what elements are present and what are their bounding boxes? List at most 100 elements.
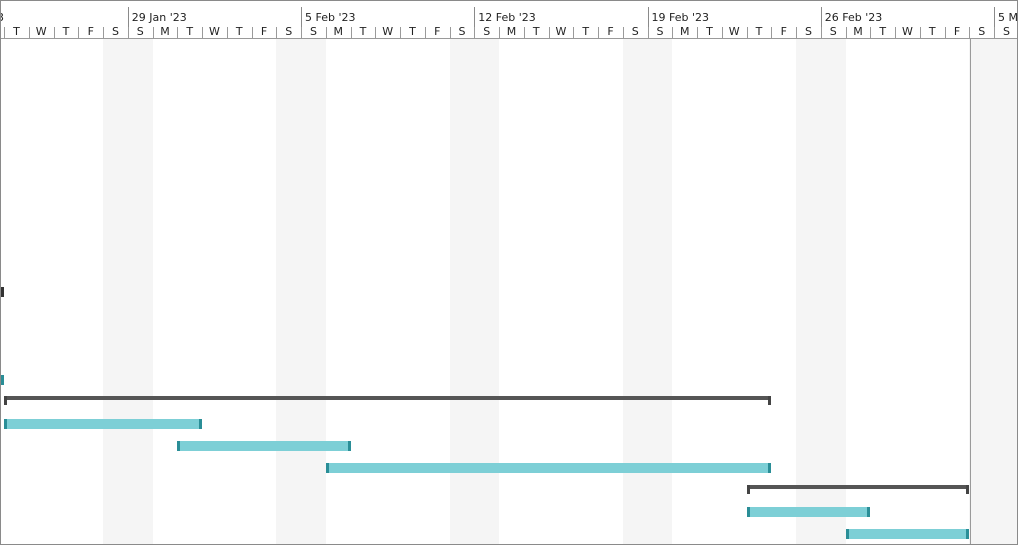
day-label: S bbox=[805, 25, 812, 38]
offscreen-task-marker bbox=[1, 287, 4, 297]
day-divider bbox=[276, 27, 278, 38]
week-label: 3 bbox=[1, 11, 4, 24]
task-bar[interactable] bbox=[845, 529, 970, 539]
day-label: T bbox=[582, 25, 590, 38]
day-divider bbox=[895, 27, 896, 38]
weekend-column bbox=[622, 39, 648, 544]
day-label: F bbox=[607, 25, 614, 38]
day-divider bbox=[28, 27, 30, 38]
day-label: M bbox=[506, 25, 517, 38]
day-label: F bbox=[434, 25, 441, 38]
day-label: T bbox=[928, 25, 936, 38]
weekend-column bbox=[820, 39, 846, 544]
task-bar[interactable] bbox=[746, 507, 871, 517]
day-divider bbox=[103, 27, 104, 38]
week-divider bbox=[127, 7, 129, 38]
day-label: M bbox=[853, 25, 863, 38]
day-divider bbox=[424, 27, 426, 38]
day-label: T bbox=[62, 25, 70, 38]
day-divider bbox=[375, 27, 377, 38]
day-divider bbox=[796, 27, 797, 38]
day-divider bbox=[697, 27, 698, 38]
timescale-bottom-border bbox=[1, 38, 1017, 39]
day-label: S bbox=[310, 25, 317, 38]
day-divider bbox=[944, 27, 946, 38]
day-divider bbox=[523, 27, 525, 38]
day-divider bbox=[746, 27, 748, 38]
week-label: 12 Feb '23 bbox=[478, 11, 536, 24]
day-label: S bbox=[829, 25, 837, 38]
day-divider bbox=[78, 27, 80, 38]
weekend-column bbox=[474, 39, 499, 544]
week-label: 29 Jan '23 bbox=[131, 11, 187, 24]
day-divider bbox=[672, 27, 674, 38]
day-label: T bbox=[879, 25, 887, 38]
weekend-column bbox=[127, 39, 153, 544]
day-label: S bbox=[136, 25, 144, 38]
weekend-column bbox=[103, 39, 128, 544]
day-label: T bbox=[409, 25, 416, 38]
task-bar[interactable] bbox=[177, 441, 351, 451]
weekend-column bbox=[994, 39, 1017, 544]
day-divider bbox=[870, 27, 872, 38]
day-label: W bbox=[209, 25, 220, 38]
task-bar[interactable] bbox=[4, 419, 202, 429]
day-label: S bbox=[1003, 25, 1010, 38]
day-divider bbox=[969, 27, 971, 38]
day-label: W bbox=[35, 25, 47, 38]
weekend-column bbox=[449, 39, 475, 544]
day-label: F bbox=[780, 25, 787, 38]
day-label: W bbox=[382, 25, 394, 38]
day-divider bbox=[202, 27, 203, 38]
day-label: M bbox=[160, 25, 170, 38]
day-label: T bbox=[755, 25, 763, 38]
status-date-line bbox=[970, 39, 971, 544]
day-divider bbox=[994, 27, 995, 38]
summary-bar-end-cap bbox=[768, 396, 772, 405]
summary-task-bar[interactable] bbox=[746, 485, 970, 494]
day-divider bbox=[598, 27, 599, 38]
summary-bar-end-cap bbox=[966, 485, 970, 494]
day-divider bbox=[325, 27, 327, 38]
day-divider bbox=[573, 27, 575, 38]
day-label: M bbox=[333, 25, 344, 38]
day-divider bbox=[152, 27, 154, 38]
weekend-column bbox=[301, 39, 326, 544]
day-divider bbox=[400, 27, 401, 38]
day-label: F bbox=[87, 25, 94, 38]
day-divider bbox=[548, 27, 550, 38]
day-divider bbox=[177, 27, 179, 38]
day-label: S bbox=[631, 25, 639, 38]
week-label: 5 Feb '23 bbox=[305, 11, 356, 24]
summary-task-bar[interactable] bbox=[4, 396, 772, 405]
day-label: T bbox=[13, 25, 20, 38]
task-bar[interactable] bbox=[325, 463, 772, 473]
day-divider bbox=[845, 27, 847, 38]
day-divider bbox=[127, 27, 129, 38]
day-label: S bbox=[483, 25, 491, 38]
day-divider bbox=[820, 27, 822, 38]
day-divider bbox=[350, 27, 352, 38]
day-label: S bbox=[112, 25, 119, 38]
week-label: 5 M bbox=[998, 11, 1018, 24]
day-label: T bbox=[235, 25, 243, 38]
day-label: F bbox=[260, 25, 268, 38]
summary-bar-start-cap bbox=[746, 485, 750, 494]
day-divider bbox=[301, 27, 302, 38]
summary-bar-start-cap bbox=[4, 396, 7, 405]
day-label: S bbox=[458, 25, 466, 38]
weekend-column bbox=[276, 39, 301, 544]
day-label: S bbox=[978, 25, 986, 38]
week-label: 19 Feb '23 bbox=[651, 11, 710, 24]
day-divider bbox=[449, 27, 451, 38]
day-label: M bbox=[680, 25, 690, 38]
day-divider bbox=[771, 27, 773, 38]
day-divider bbox=[721, 27, 723, 38]
day-label: T bbox=[359, 25, 367, 38]
day-label: W bbox=[728, 25, 740, 38]
weekend-column bbox=[647, 39, 673, 544]
day-label: T bbox=[706, 25, 713, 38]
